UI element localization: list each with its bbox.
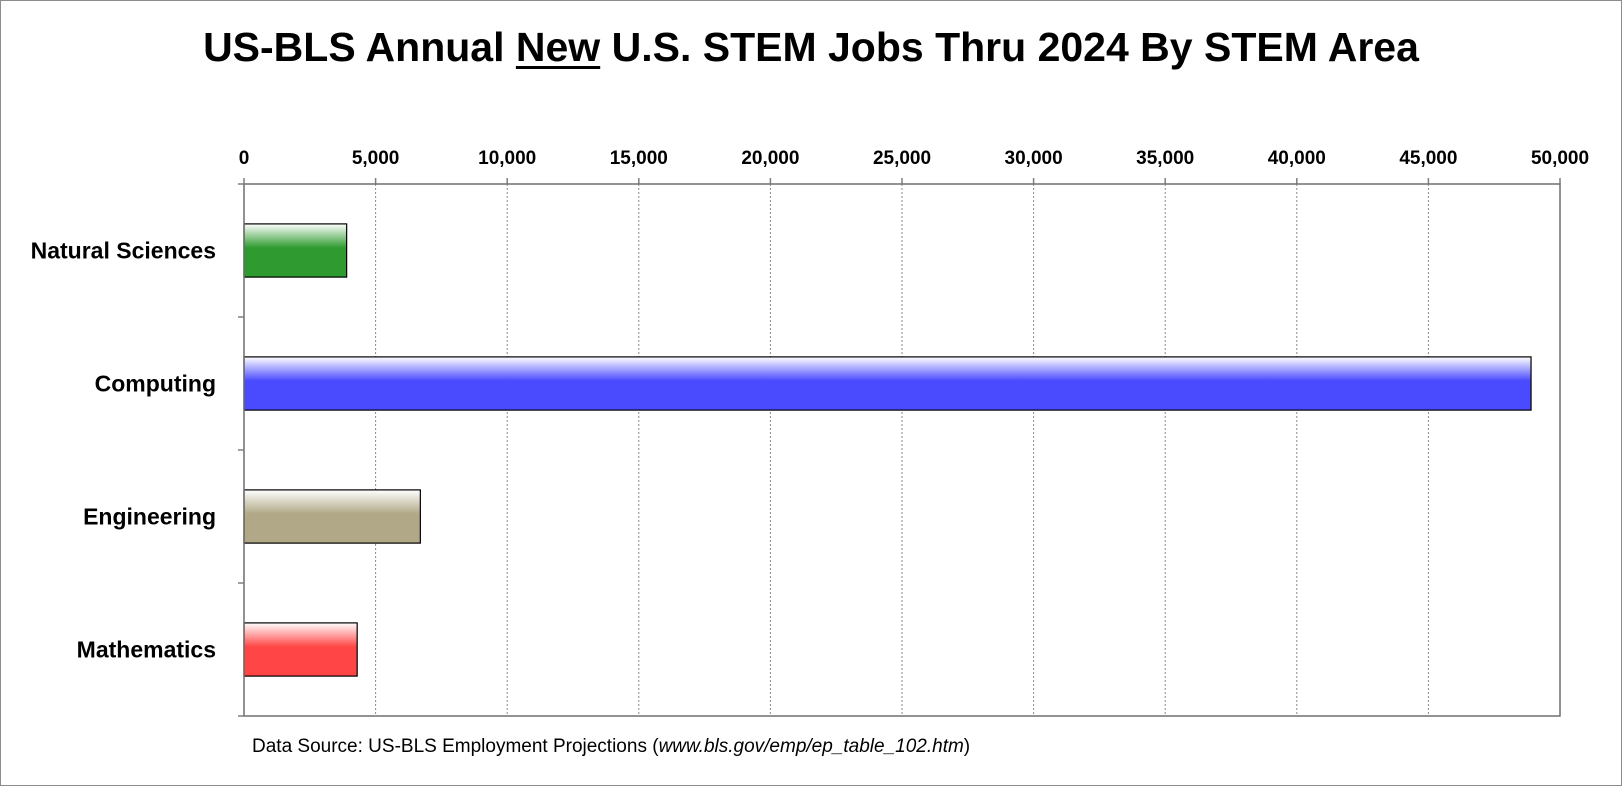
x-tick-label: 45,000 — [1399, 148, 1457, 169]
bar-engineering — [243, 489, 421, 544]
bar-computing — [243, 356, 1532, 411]
x-tick-label: 35,000 — [1136, 148, 1194, 169]
bar-mathematics — [243, 622, 358, 677]
x-tick-label: 10,000 — [478, 148, 536, 169]
data-source-note: Data Source: US-BLS Employment Projectio… — [252, 736, 970, 758]
category-label: Mathematics — [77, 637, 216, 663]
title-part-2: U.S. STEM Jobs Thru 2024 By STEM Area — [600, 24, 1419, 70]
gridlines — [375, 184, 1429, 716]
category-label: Natural Sciences — [31, 238, 216, 264]
category-label: Engineering — [83, 504, 216, 530]
bars — [243, 223, 1532, 677]
x-tick-label: 30,000 — [1005, 148, 1063, 169]
bar-natural-sciences — [243, 223, 348, 278]
x-tick-label: 50,000 — [1531, 148, 1589, 169]
source-prefix: Data Source: US-BLS Employment Projectio… — [252, 736, 659, 757]
chart-title: US-BLS Annual New U.S. STEM Jobs Thru 20… — [0, 24, 1622, 71]
x-tick-label: 0 — [239, 148, 250, 169]
x-tick-label: 25,000 — [873, 148, 931, 169]
x-tick-label: 20,000 — [741, 148, 799, 169]
category-label: Computing — [95, 371, 216, 397]
x-tick-label: 5,000 — [352, 148, 400, 169]
title-part-1: US-BLS Annual — [203, 24, 516, 70]
source-url: www.bls.gov/emp/ep_table_102.htm — [658, 736, 964, 757]
source-suffix: ) — [963, 736, 971, 757]
x-tick-label: 40,000 — [1268, 148, 1326, 169]
axes — [238, 178, 1561, 717]
title-emphasis: New — [515, 24, 601, 70]
axis-labels: 0 5,000 10,000 15,000 20,000 25,000 30,000 35,0… — [31, 148, 1589, 663]
x-tick-label: 15,000 — [610, 148, 668, 169]
